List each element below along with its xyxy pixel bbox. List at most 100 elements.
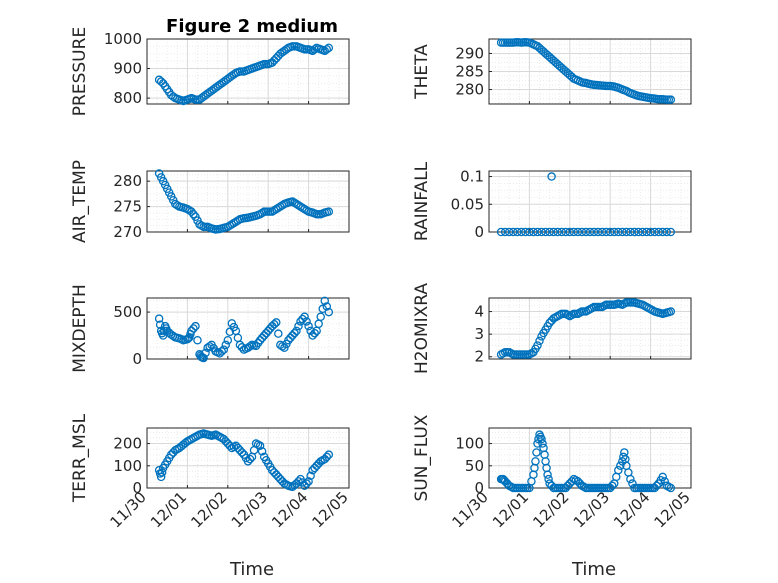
data-point [290, 328, 299, 338]
data-point [504, 227, 514, 237]
data-point [662, 227, 672, 237]
data-point [310, 45, 319, 54]
data-point [652, 481, 661, 491]
y-tick-label: 3 [474, 325, 484, 343]
data-point [324, 307, 334, 317]
series-markers [154, 429, 334, 492]
data-point [306, 471, 315, 481]
data-point [544, 474, 553, 484]
plot-frame [146, 170, 350, 233]
panel-pressure: 800 900 1000 PRESSURE [70, 27, 350, 116]
data-point [535, 336, 544, 346]
x-axis-label-right: Time [571, 559, 616, 580]
data-point [666, 307, 676, 316]
y-axis-label: SUN_FLUX [412, 414, 432, 501]
data-point [658, 227, 667, 237]
x-date-tick-label: 12/02 [529, 488, 572, 531]
data-point [193, 335, 202, 345]
y-tick-label: 0 [474, 479, 484, 497]
data-point [245, 342, 255, 351]
y-axis-label: MIXDEPTH [70, 284, 90, 373]
panel-terr-msl: 0 100 200 TERR_MSL [70, 413, 350, 503]
y-tick-label: 1000 [104, 30, 142, 48]
data-point [201, 348, 210, 358]
series-markers [154, 169, 334, 234]
data-point [605, 227, 615, 237]
data-point [658, 472, 667, 482]
data-point [573, 227, 583, 237]
data-point [545, 227, 554, 237]
data-point [324, 43, 334, 53]
data-point [525, 227, 534, 237]
x-date-tick-label: 11/30 [449, 488, 492, 531]
figure-title: Figure 2 medium [166, 16, 338, 37]
data-point [609, 227, 619, 237]
data-point [237, 448, 247, 457]
data-point [626, 227, 635, 237]
data-point [601, 227, 611, 237]
data-point [666, 483, 676, 493]
data-point [156, 472, 166, 482]
y-tick-label: 280 [455, 81, 484, 99]
data-point [614, 227, 623, 237]
panel-sun-flux: 0 50 100 SUN_FLUX [412, 414, 692, 501]
y-tick-label: 270 [113, 223, 142, 241]
y-axis-label: RAINFALL [412, 161, 432, 241]
data-point [616, 461, 625, 471]
data-point [567, 477, 577, 486]
y-axis-label: PRESSURE [70, 27, 90, 116]
panel-h2omixra: 2 3 4 H2OMIXRA [412, 283, 692, 374]
x-date-tick-label: 12/03 [570, 488, 613, 531]
data-point [654, 227, 663, 237]
panel-mixdepth: 0 500 MIXDEPTH [70, 284, 350, 373]
plot-frame [146, 427, 350, 489]
data-point [622, 227, 631, 237]
data-point [646, 227, 655, 237]
data-point [533, 227, 542, 237]
data-point [219, 345, 229, 354]
data-point [154, 314, 164, 323]
panel-air-temp: 270 275 280 AIR_TEMP [70, 160, 350, 243]
panel-rainfall: 0 0.05 0.1 RAINFALL [412, 161, 692, 241]
data-point [496, 227, 506, 237]
data-point [533, 341, 542, 350]
data-point [157, 468, 167, 477]
data-point [666, 227, 676, 237]
x-date-tick-label: 12/02 [187, 488, 230, 531]
data-point [316, 312, 325, 322]
data-point [577, 227, 587, 237]
y-tick-label: 0 [474, 223, 484, 241]
y-tick-label: 100 [455, 435, 484, 453]
data-point [255, 441, 265, 451]
data-point [257, 208, 267, 218]
data-point [543, 470, 552, 479]
y-tick-label: 280 [113, 172, 142, 190]
data-point [322, 302, 332, 311]
data-point [324, 450, 334, 459]
data-point [304, 477, 313, 486]
data-point [593, 227, 603, 237]
data-point [660, 477, 669, 486]
data-point [294, 477, 303, 486]
data-point [597, 227, 607, 237]
data-point [642, 227, 651, 237]
data-point [614, 465, 623, 475]
data-point [322, 452, 332, 462]
x-date-tick-label: 12/05 [309, 488, 352, 531]
y-tick-label: 290 [455, 44, 484, 62]
data-point [589, 227, 599, 237]
x-date-tick-label: 12/04 [268, 488, 311, 531]
data-point [529, 227, 538, 237]
data-point [300, 312, 309, 322]
data-point [581, 227, 591, 237]
x-date-tick-label: 11/30 [107, 488, 150, 531]
data-point [517, 227, 526, 237]
data-point [607, 481, 617, 491]
data-point [310, 328, 319, 338]
data-point [199, 353, 208, 363]
y-axis-label: THETA [412, 44, 432, 100]
data-point [541, 227, 550, 237]
data-point [553, 227, 562, 237]
y-axis-label: TERR_MSL [70, 413, 90, 503]
